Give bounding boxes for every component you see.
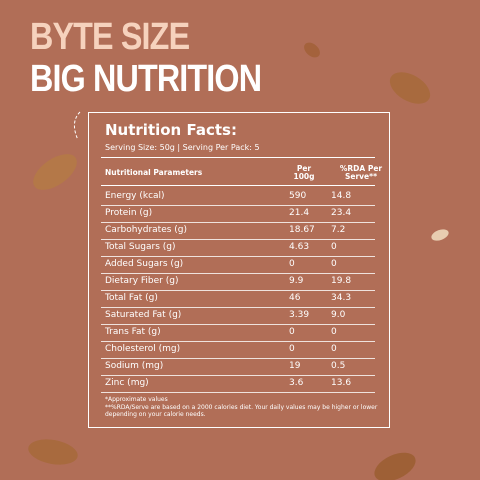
cell: 23.4: [331, 208, 352, 218]
cell: 4.63: [289, 242, 310, 252]
cell: 18.67: [289, 225, 315, 235]
cell: 3.6: [289, 378, 304, 388]
cell: 19.8: [331, 276, 352, 286]
note: *Approximate values: [105, 396, 168, 403]
cell: 0: [289, 327, 295, 337]
cell: Protein (g): [105, 208, 153, 218]
cell: Added Sugars (g): [105, 259, 184, 269]
cell: Trans Fat (g): [105, 327, 161, 337]
cell: 9.0: [331, 310, 346, 320]
rule: [101, 324, 375, 325]
arrow: [74, 111, 81, 141]
cell: 21.4: [289, 208, 310, 218]
cell: Total Sugars (g): [105, 242, 176, 252]
cell: 19: [289, 361, 301, 371]
almond: [374, 452, 416, 480]
column-header: %RDA Per Serve**: [339, 164, 383, 181]
rule: [101, 185, 375, 186]
cell: Carbohydrates (g): [105, 225, 188, 235]
cell: Sodium (mg): [105, 361, 164, 371]
almond: [304, 42, 320, 58]
headline: BIG NUTRITION: [30, 58, 262, 100]
rule: [101, 273, 375, 274]
cell: 0: [331, 327, 337, 337]
rule: [101, 256, 375, 257]
rule: [101, 205, 375, 206]
cell: Dietary Fiber (g): [105, 276, 179, 286]
rule: [101, 307, 375, 308]
rule: [101, 290, 375, 291]
rule: [101, 341, 375, 342]
cell: 46: [289, 293, 301, 303]
panel: Nutrition Facts: Serving Size: 50g | Ser…: [88, 112, 390, 428]
cell: 0: [289, 259, 295, 269]
rule: [101, 157, 375, 158]
rule: [101, 239, 375, 240]
cell: 34.3: [331, 293, 352, 303]
cell: 0.5: [331, 361, 346, 371]
column-header: Per 100g: [293, 164, 315, 181]
cell: Saturated Fat (g): [105, 310, 182, 320]
cell: Total Fat (g): [105, 293, 158, 303]
cell: 3.39: [289, 310, 310, 320]
cell: 14.8: [331, 191, 352, 201]
cell: Cholesterol (mg): [105, 344, 181, 354]
cell: 0: [331, 242, 337, 252]
column-header: Nutritional Parameters: [105, 168, 203, 177]
rule: [101, 392, 375, 393]
cell: 7.2: [331, 225, 346, 235]
cell: 0: [331, 259, 337, 269]
cell: 0: [331, 344, 337, 354]
rule: [101, 358, 375, 359]
cell: 13.6: [331, 378, 352, 388]
panel-title: Nutrition Facts:: [105, 121, 237, 139]
cell: 590: [289, 191, 307, 201]
serving: Serving Size: 50g | Serving Per Pack: 5: [105, 143, 260, 152]
almond: [389, 72, 431, 104]
cell: 9.9: [289, 276, 304, 286]
cell: 0: [289, 344, 295, 354]
almond: [431, 229, 449, 241]
rule: [101, 375, 375, 376]
note: **%RDA/Serve are based on a 2000 calorie…: [105, 404, 378, 418]
headline: BYTE SIZE: [30, 16, 190, 58]
cell: Zinc (mg): [105, 378, 149, 388]
almond: [33, 154, 77, 190]
almond: [28, 439, 78, 465]
rule: [101, 222, 375, 223]
cell: Energy (kcal): [105, 191, 165, 201]
